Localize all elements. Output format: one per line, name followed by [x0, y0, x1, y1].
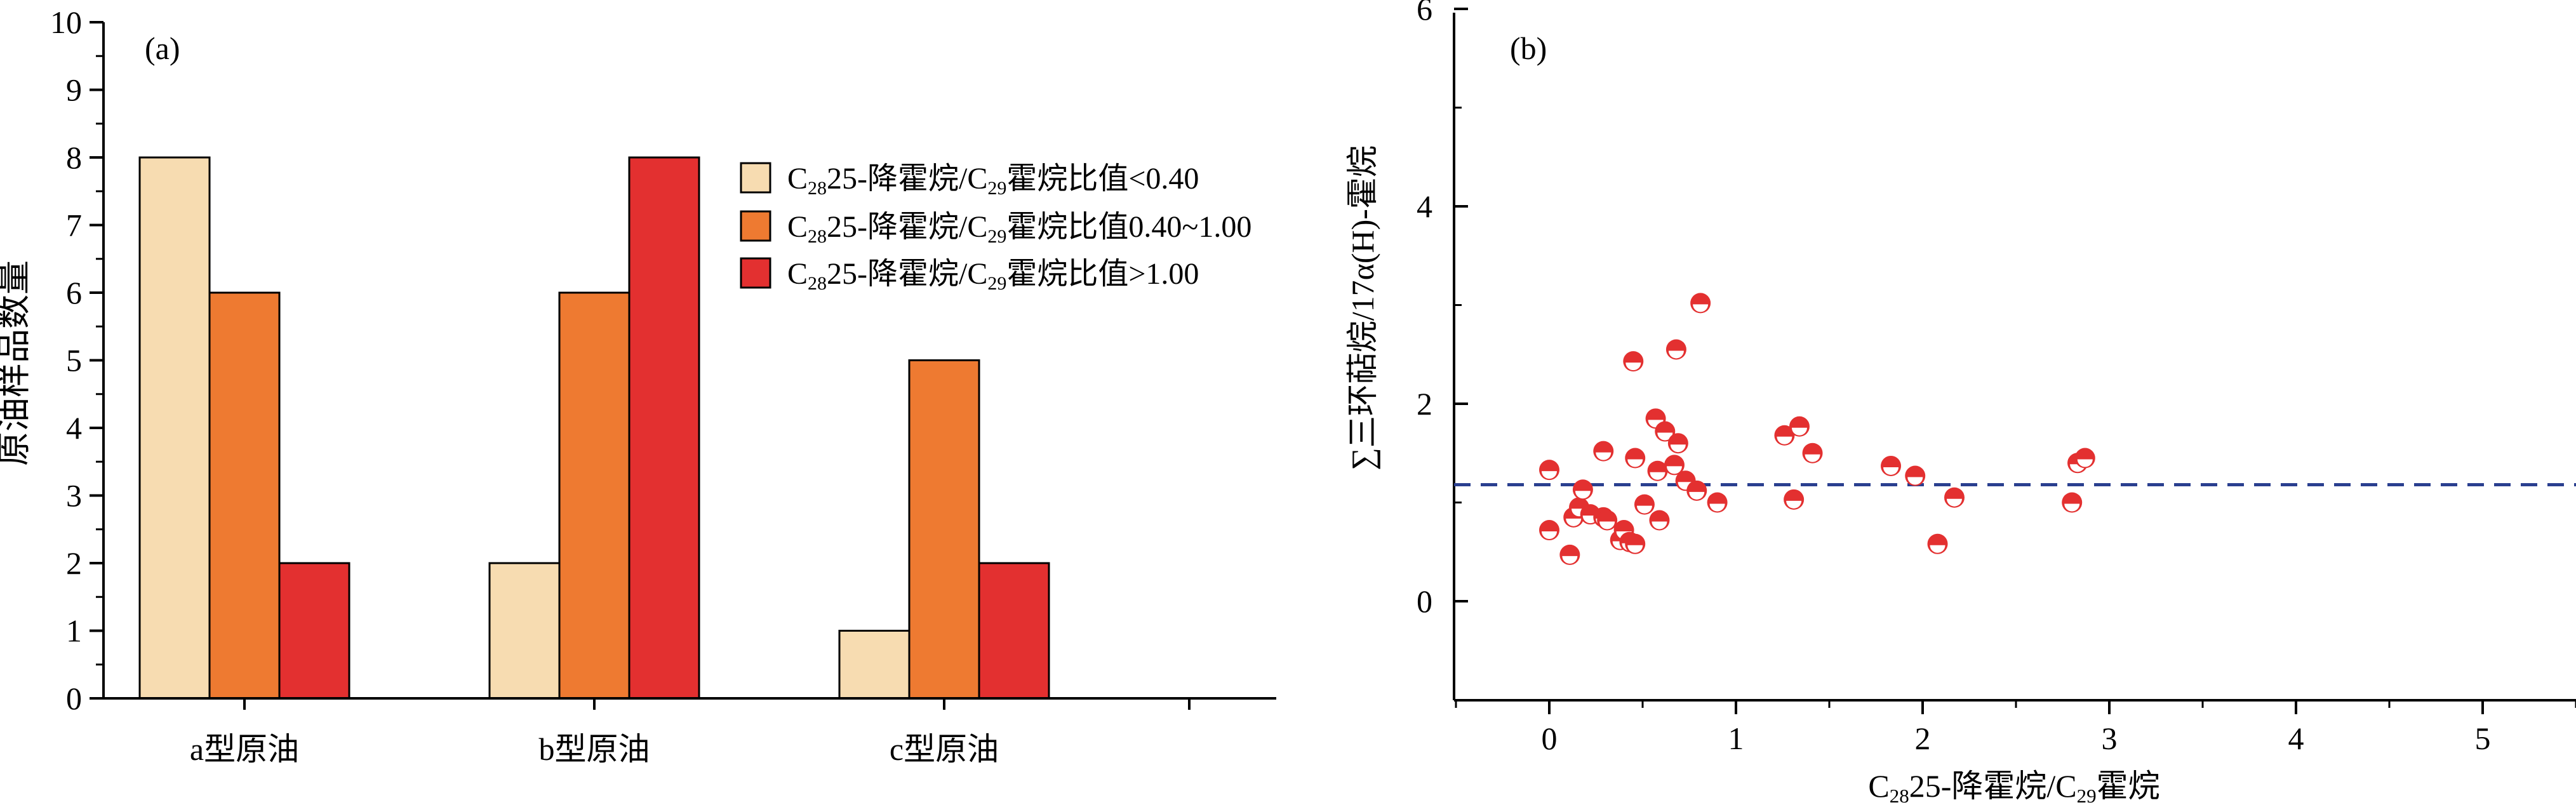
- scatter-point: [1784, 489, 1805, 510]
- scatter-point: [1690, 293, 1711, 314]
- scatter-point: [1647, 460, 1668, 481]
- panel-label-a: (a): [145, 30, 180, 66]
- panel-a-bar-chart: 0 1 2 3 4 5 6 7 8 9 10 a型原油 b型原油 c型原油 (a) 原油样品数量 C28…: [0, 4, 1276, 767]
- x-ticks-group: 0 1 2 3 4 5: [1455, 700, 2576, 756]
- x-tick-label: 5: [2475, 721, 2491, 756]
- y-tick-label: 4: [1417, 189, 1432, 224]
- scatter-point: [2074, 448, 2095, 469]
- legend-label-high: C2825-降霍烷/C29霍烷比值>1.00: [787, 257, 1199, 294]
- bar: [558, 291, 631, 700]
- bar: [488, 562, 561, 700]
- panel-b-scatter-chart: 0 2 4 6 0 1 2 3 4 5 (b) ∑三环萜烷/17α(H)-霍烷 C2825-降霍…: [1345, 0, 2576, 805]
- y-tick-label: 2: [1417, 386, 1432, 422]
- x-categories-group: a型原油 b型原油 c型原油: [190, 698, 1191, 767]
- y-tick-label: 8: [66, 140, 82, 175]
- x-tick-label: 4: [2288, 721, 2304, 756]
- scatter-point: [1572, 479, 1593, 500]
- scatter-point: [1881, 455, 1902, 476]
- x-tick-label: 2: [1915, 721, 1931, 756]
- scatter-point: [2062, 492, 2083, 513]
- x-tick-label: 3: [2102, 721, 2118, 756]
- y-ticks-group: 0 1 2 3 4 5 6 7 8 9 10: [50, 4, 103, 716]
- y-tick-label: 5: [66, 343, 82, 378]
- scatter-point: [1667, 433, 1688, 454]
- scatter-points-group: [1539, 293, 2095, 565]
- x-category-label: c型原油: [890, 731, 999, 767]
- y-tick-label: 0: [1417, 583, 1432, 619]
- x-tick-label: 1: [1728, 721, 1744, 756]
- bar: [208, 291, 281, 700]
- scatter-point: [1927, 533, 1948, 554]
- scatter-point: [1707, 492, 1728, 513]
- y-tick-label: 6: [1417, 0, 1432, 27]
- y-tick-label: 10: [50, 4, 82, 40]
- scatter-point: [1905, 465, 1926, 486]
- scatter-point: [1593, 441, 1614, 462]
- x-category-label: b型原油: [539, 731, 650, 767]
- x-category-label: a型原油: [190, 731, 299, 767]
- scatter-point: [1559, 544, 1580, 565]
- scatter-point: [1539, 520, 1559, 541]
- scatter-point: [1774, 425, 1795, 446]
- y-tick-label: 1: [66, 613, 82, 649]
- scatter-point: [1539, 460, 1559, 481]
- legend-label-mid: C2825-降霍烷/C29霍烷比值0.40~1.00: [787, 210, 1251, 247]
- legend-item-high: C2825-降霍烷/C29霍烷比值>1.00: [740, 257, 1199, 294]
- scatter-point: [1944, 487, 1965, 508]
- bar: [138, 156, 211, 700]
- legend-swatch-high: [740, 257, 771, 289]
- panel-label-b: (b): [1510, 30, 1547, 66]
- y-tick-label: 3: [66, 478, 82, 514]
- bar: [908, 359, 980, 700]
- y-tick-label: 2: [66, 545, 82, 581]
- scatter-point: [1597, 510, 1618, 531]
- y-axis-label: 原油样品数量: [0, 260, 33, 466]
- scatter-point: [1625, 533, 1646, 554]
- y-tick-label: 4: [66, 410, 82, 446]
- scatter-point: [1665, 339, 1686, 360]
- scatter-point: [1623, 351, 1644, 372]
- legend-swatch-mid: [740, 210, 771, 242]
- legend-swatch-low: [740, 162, 771, 194]
- bar: [628, 156, 700, 700]
- scatter-point: [1649, 510, 1670, 531]
- scatter-point: [1686, 480, 1707, 501]
- x-tick-label: 0: [1542, 721, 1558, 756]
- legend-item-low: C2825-降霍烷/C29霍烷比值<0.40: [740, 162, 1199, 199]
- scatter-point: [1789, 416, 1810, 437]
- scatter-point: [1802, 442, 1823, 463]
- legend: C2825-降霍烷/C29霍烷比值<0.40 C2825-降霍烷/C29霍烷比值…: [740, 162, 1251, 294]
- bars-group: [138, 156, 1050, 700]
- scatter-point: [1655, 421, 1676, 442]
- y-tick-label: 0: [66, 681, 82, 716]
- x-axis-label: C2825-降霍烷/C29霍烷: [1868, 768, 2159, 805]
- legend-label-low: C2825-降霍烷/C29霍烷比值<0.40: [787, 162, 1199, 199]
- legend-item-mid: C2825-降霍烷/C29霍烷比值0.40~1.00: [740, 210, 1251, 247]
- bar: [838, 630, 911, 700]
- bar: [978, 562, 1050, 700]
- y-tick-label: 6: [66, 275, 82, 310]
- bar: [278, 562, 350, 700]
- y-tick-label: 7: [66, 208, 82, 243]
- scatter-point: [1634, 494, 1655, 515]
- y-ticks-group: 0 2 4 6: [1417, 0, 1468, 701]
- scatter-point: [1664, 455, 1685, 476]
- y-tick-label: 9: [66, 72, 82, 108]
- y-axis-label: ∑三环萜烷/17α(H)-霍烷: [1345, 145, 1380, 470]
- scatter-point: [1625, 448, 1646, 469]
